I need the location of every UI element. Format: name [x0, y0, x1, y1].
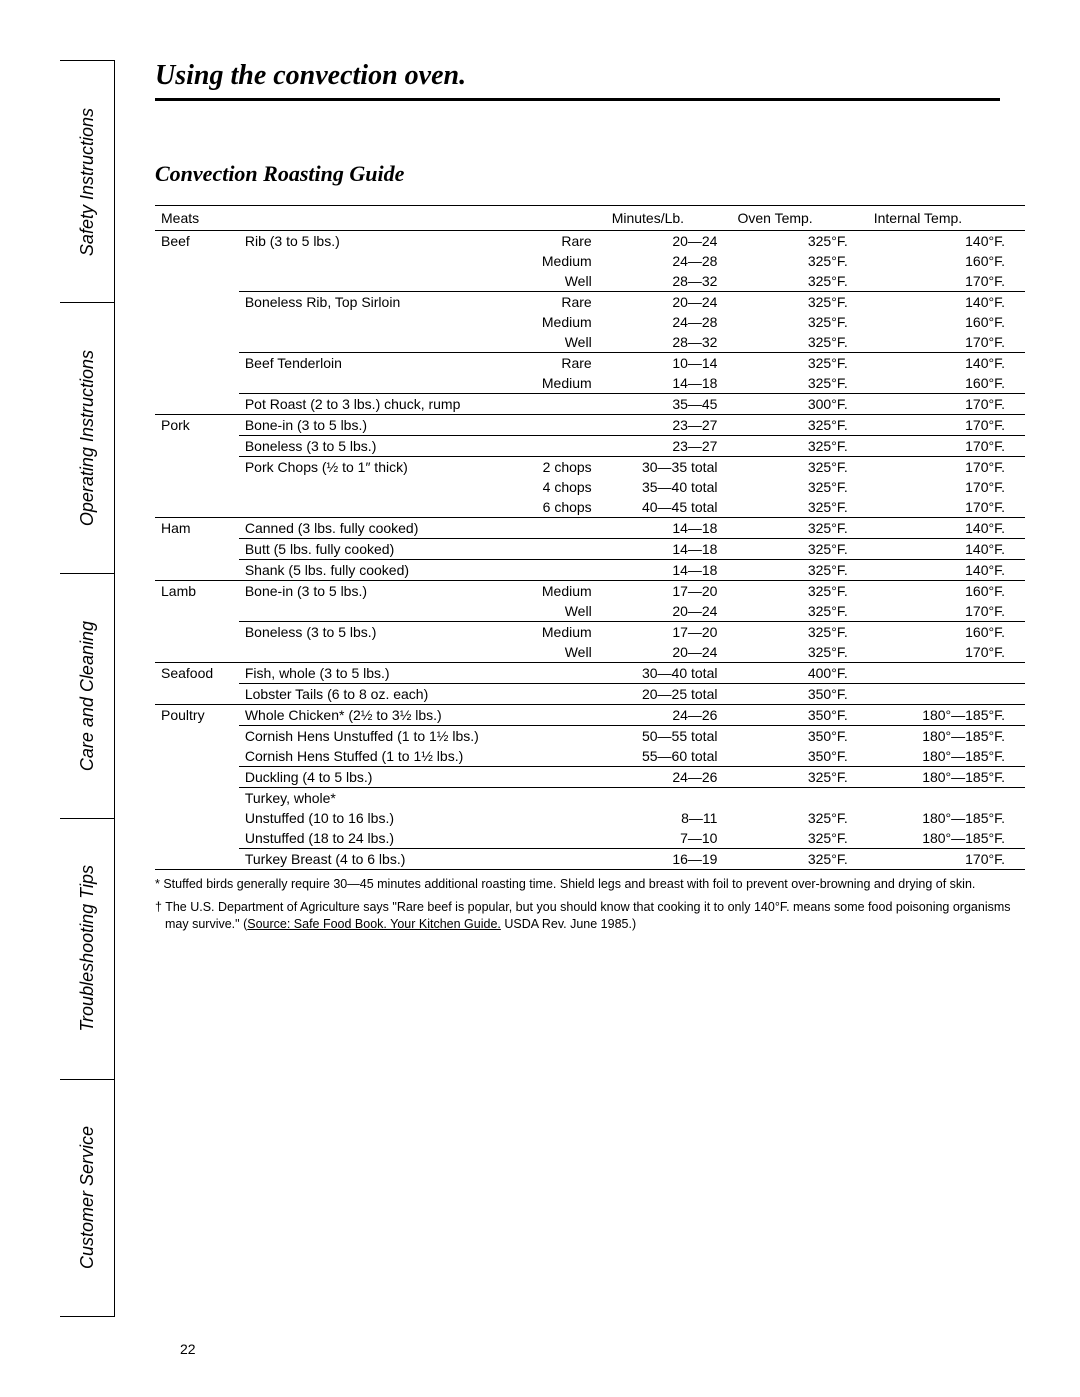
table-row: SeafoodFish, whole (3 to 5 lbs.)30—40 to… [155, 663, 1025, 684]
table-row: LambBone-in (3 to 5 lbs.)Medium17—20325°… [155, 581, 1025, 602]
table-row: Unstuffed (18 to 24 lbs.)7—10325°F.180°—… [155, 828, 1025, 849]
table-row: Boneless (3 to 5 lbs.)23—27325°F.170°F. [155, 436, 1025, 457]
table-row: Pot Roast (2 to 3 lbs.) chuck, rump35—45… [155, 394, 1025, 415]
table-row: Well20—24325°F.170°F. [155, 601, 1025, 622]
table-row: HamCanned (3 lbs. fully cooked)14—18325°… [155, 518, 1025, 539]
tab-service[interactable]: Customer Service [60, 1079, 115, 1317]
col-meats: Meats [155, 206, 239, 231]
table-row: PoultryWhole Chicken* (2½ to 3½ lbs.)24—… [155, 705, 1025, 726]
table-row: Shank (5 lbs. fully cooked)14—18325°F.14… [155, 560, 1025, 581]
table-row: Boneless (3 to 5 lbs.)Medium17—20325°F.1… [155, 622, 1025, 643]
table-row: Lobster Tails (6 to 8 oz. each)20—25 tot… [155, 684, 1025, 705]
title-rule [155, 98, 1000, 101]
table-row: Unstuffed (10 to 16 lbs.)8—11325°F.180°—… [155, 808, 1025, 828]
roasting-table: Meats Minutes/Lb. Oven Temp. Internal Te… [155, 205, 1025, 870]
table-row: Turkey Breast (4 to 6 lbs.)16—19325°F.17… [155, 849, 1025, 870]
tab-troubleshoot[interactable]: Troubleshooting Tips [60, 818, 115, 1079]
side-tabs: Safety Instructions Operating Instructio… [60, 60, 115, 1317]
table-row: Well28—32325°F.170°F. [155, 332, 1025, 353]
page-title: Using the convection oven. [155, 60, 1000, 92]
table-header: Meats Minutes/Lb. Oven Temp. Internal Te… [155, 206, 1025, 231]
table-row: Beef TenderloinRare10—14325°F.140°F. [155, 353, 1025, 374]
table-row: Well28—32325°F.170°F. [155, 271, 1025, 292]
table-row: 6 chops40—45 total325°F.170°F. [155, 497, 1025, 518]
page-subtitle: Convection Roasting Guide [155, 161, 1000, 187]
table-row: Pork Chops (½ to 1″ thick)2 chops30—35 t… [155, 457, 1025, 478]
tab-operating[interactable]: Operating Instructions [60, 302, 115, 573]
table-row: PorkBone-in (3 to 5 lbs.)23—27325°F.170°… [155, 415, 1025, 436]
table-row: Duckling (4 to 5 lbs.)24—26325°F.180°—18… [155, 767, 1025, 788]
table-row: Medium24—28325°F.160°F. [155, 251, 1025, 271]
table-row: Butt (5 lbs. fully cooked)14—18325°F.140… [155, 539, 1025, 560]
footnote-1: * Stuffed birds generally require 30—45 … [155, 876, 1025, 893]
table-row: Turkey, whole* [155, 788, 1025, 809]
col-oventemp: Oven Temp. [731, 206, 867, 231]
tab-safety[interactable]: Safety Instructions [60, 60, 115, 302]
page-number: 22 [180, 1341, 196, 1357]
table-row: Medium24—28325°F.160°F. [155, 312, 1025, 332]
footnote-2: † The U.S. Department of Agriculture say… [155, 899, 1025, 933]
table-row: Cornish Hens Unstuffed (1 to 1½ lbs.)50—… [155, 726, 1025, 747]
table-row: 4 chops35—40 total325°F.170°F. [155, 477, 1025, 497]
tab-care[interactable]: Care and Cleaning [60, 573, 115, 818]
col-minutes: Minutes/Lb. [606, 206, 732, 231]
table-row: BeefRib (3 to 5 lbs.)Rare20—24325°F.140°… [155, 231, 1025, 252]
table-row: Medium14—18325°F.160°F. [155, 373, 1025, 394]
table-row: Cornish Hens Stuffed (1 to 1½ lbs.)55—60… [155, 746, 1025, 767]
table-row: Well20—24325°F.170°F. [155, 642, 1025, 663]
col-internal: Internal Temp. [868, 206, 1025, 231]
table-row: Boneless Rib, Top SirloinRare20—24325°F.… [155, 292, 1025, 313]
